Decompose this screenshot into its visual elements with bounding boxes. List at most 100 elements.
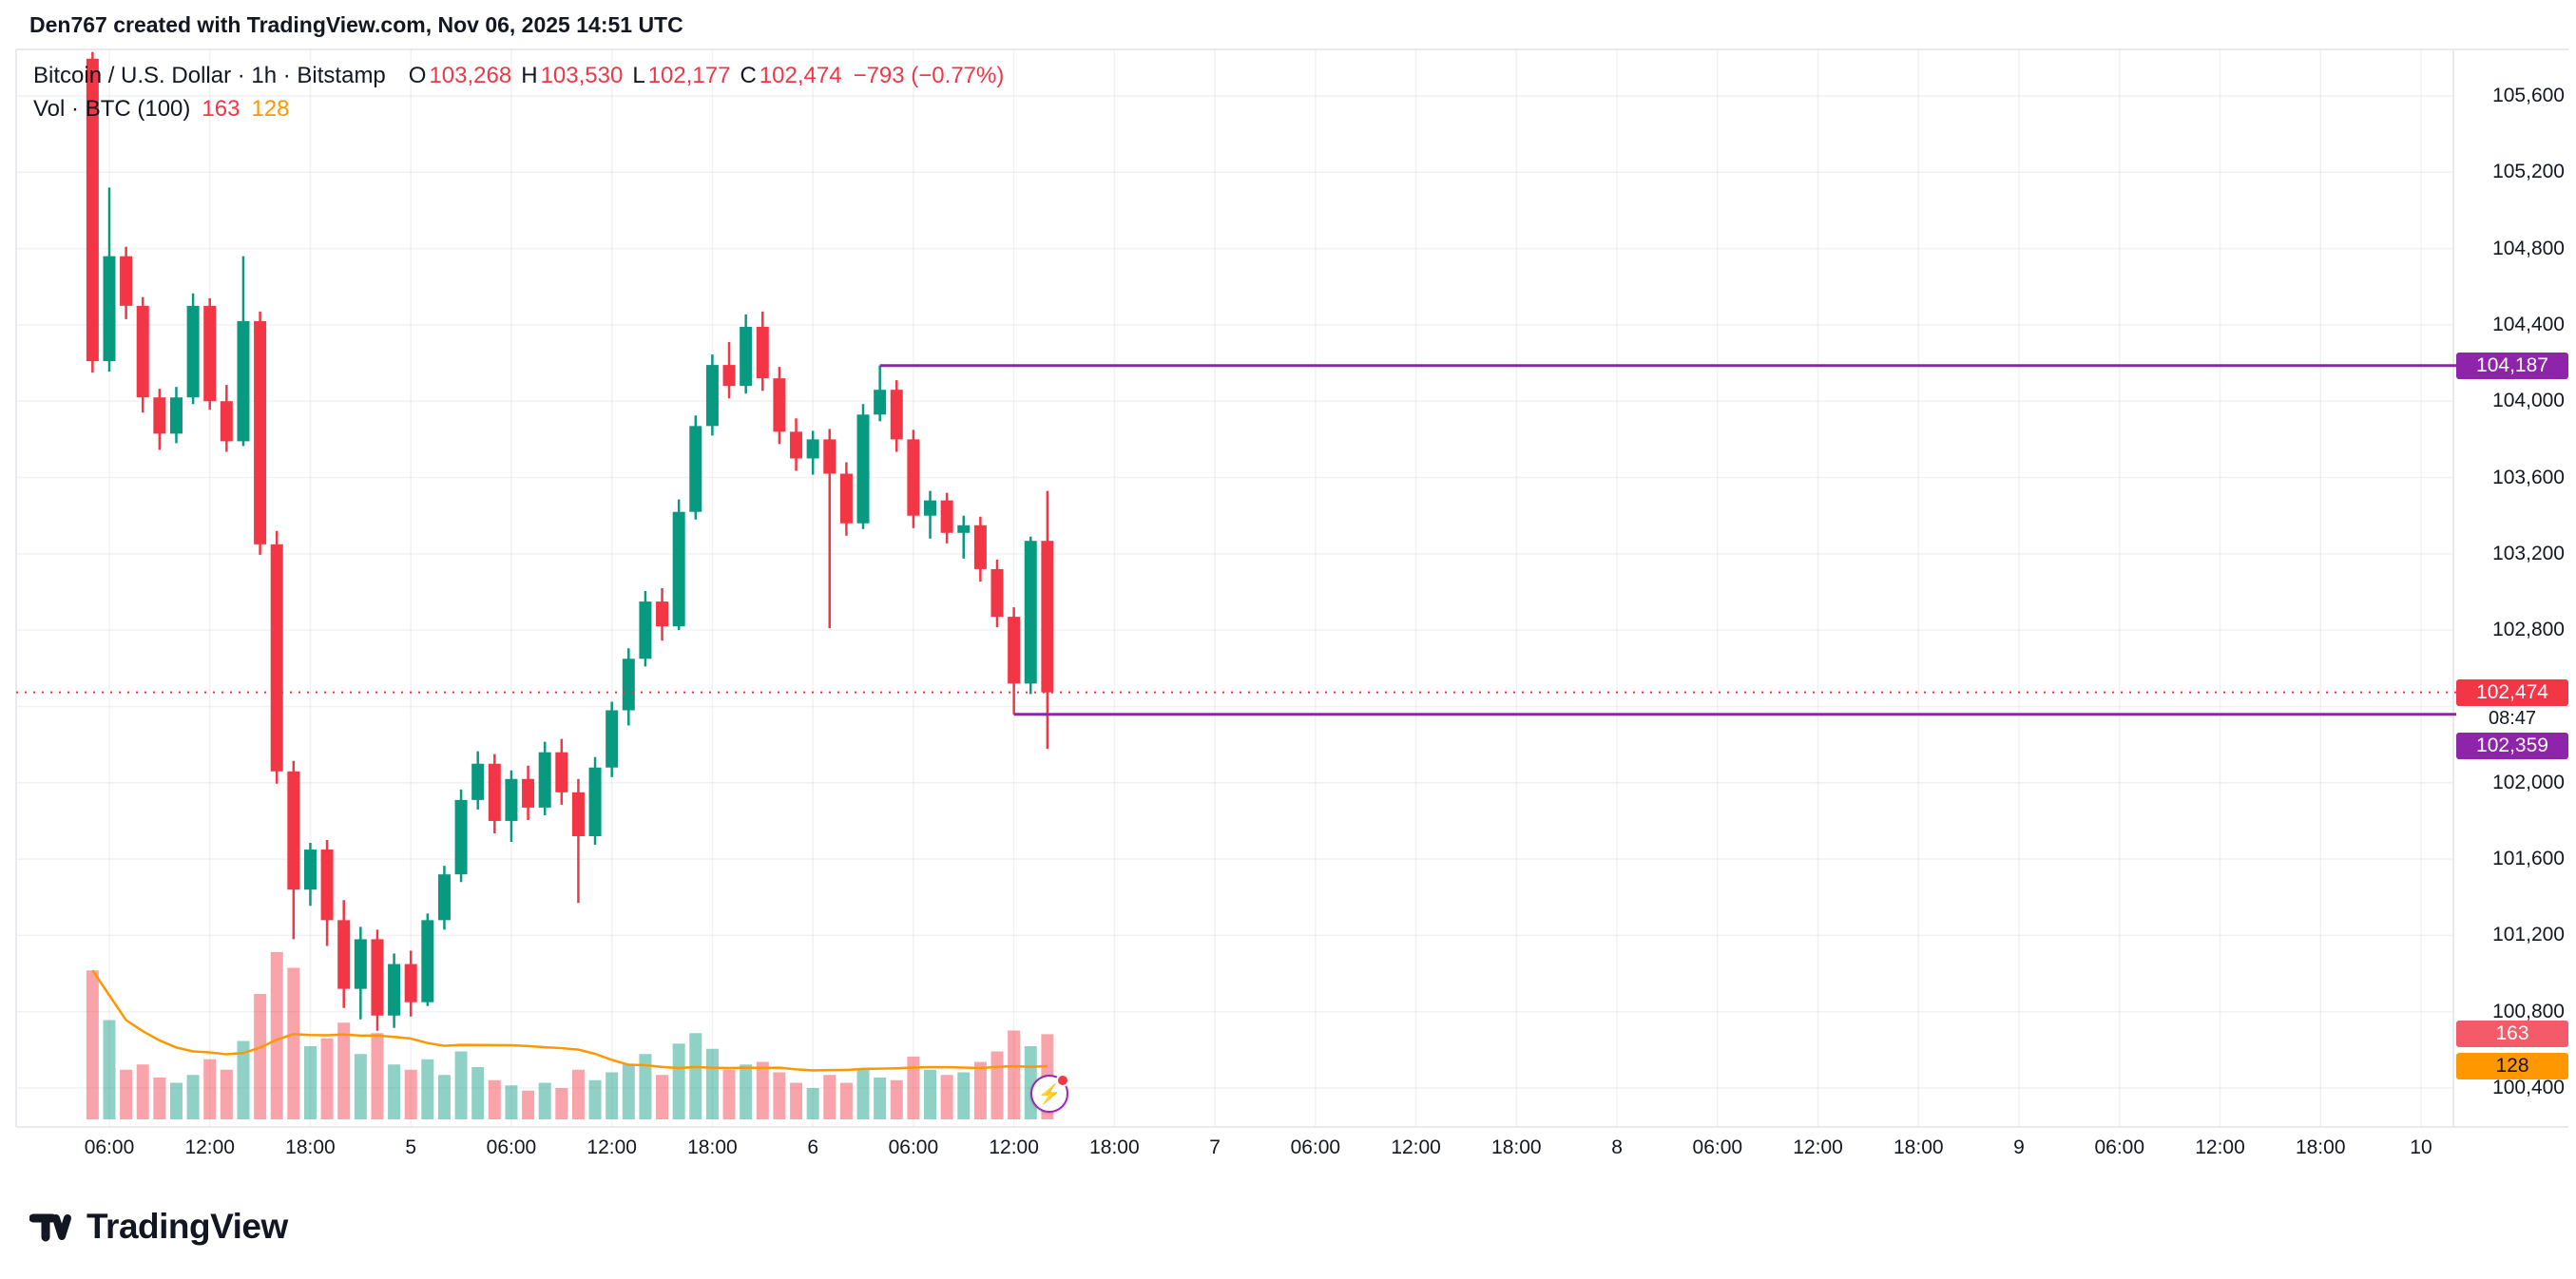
candle: [1024, 541, 1037, 684]
candle: [120, 256, 133, 306]
event-marker-icon[interactable]: ⚡: [1030, 1074, 1069, 1113]
high-value: 103,530: [540, 62, 624, 88]
time-tick: 12:00: [2195, 1136, 2245, 1158]
time-tick: 06:00: [2094, 1136, 2145, 1158]
time-tick: 12:00: [1391, 1136, 1441, 1158]
lightning-icon: ⚡: [1037, 1083, 1062, 1105]
candle: [303, 849, 317, 890]
volume-bar: [606, 1072, 619, 1119]
volume-bar: [940, 1075, 953, 1119]
legend: Bitcoin / U.S. Dollar · 1h · Bitstamp O …: [33, 59, 1004, 125]
time-tick: 06:00: [84, 1136, 135, 1158]
volume-ma-line: [91, 969, 1048, 1072]
legend-symbol-row: Bitcoin / U.S. Dollar · 1h · Bitstamp O …: [33, 59, 1004, 92]
candle: [890, 390, 903, 440]
time-tick: 18:00: [687, 1136, 738, 1158]
volume-indicator-label[interactable]: Vol · BTC (100): [33, 95, 191, 122]
attribution-text: Den767 created with TradingView.com, Nov…: [29, 12, 683, 37]
time-tick: 6: [807, 1136, 818, 1158]
brand-name[interactable]: TradingView: [87, 1207, 288, 1246]
volume-bar: [639, 1054, 652, 1119]
candle: [907, 439, 920, 516]
high-label: H: [521, 62, 538, 88]
time-tick: 12:00: [989, 1136, 1039, 1158]
price-tick: 104,400: [2492, 313, 2565, 335]
candle: [990, 568, 1004, 618]
price-tick: 103,200: [2492, 542, 2565, 564]
candle: [522, 778, 535, 808]
volume-bar: [287, 967, 300, 1119]
volume-bar: [957, 1072, 971, 1119]
volume-ma-value: 128: [251, 95, 290, 122]
volume-bar: [120, 1069, 133, 1119]
symbol-title[interactable]: Bitcoin / U.S. Dollar · 1h · Bitstamp: [33, 62, 386, 88]
volume-bar: [689, 1033, 702, 1119]
candle: [773, 378, 786, 432]
time-tick: 18:00: [1894, 1136, 1944, 1158]
tradingview-logo[interactable]: [29, 1208, 73, 1246]
volume-bar: [320, 1038, 334, 1119]
open-value: 103,268: [429, 62, 512, 88]
volume-bar: [522, 1090, 535, 1119]
low-label: L: [632, 62, 645, 88]
candle: [973, 525, 987, 569]
candle: [874, 390, 887, 415]
close-value: 102,474: [759, 62, 842, 88]
price-axis[interactable]: [2453, 49, 2576, 1127]
price-tick: 101,600: [2492, 848, 2565, 870]
candle: [756, 326, 769, 379]
time-tick: 10: [2410, 1136, 2432, 1158]
price-tick: 105,200: [2492, 161, 2565, 183]
volume-bar: [220, 1069, 233, 1119]
candle: [237, 320, 250, 442]
price-label-level-high[interactable]: 104,187: [2456, 352, 2568, 379]
volume-bar: [454, 1051, 468, 1119]
volume-bar: [103, 1020, 116, 1119]
candle: [186, 305, 200, 398]
volume-bar: [471, 1067, 485, 1119]
open-label: O: [408, 62, 427, 88]
volume-bar: [270, 952, 283, 1119]
volume-bar: [437, 1075, 451, 1119]
candle: [1041, 541, 1054, 693]
volume-bar: [337, 1022, 351, 1119]
candle: [806, 439, 819, 459]
candle: [454, 799, 468, 875]
change-value: −793 (−0.77%): [853, 62, 1005, 88]
time-tick: 9: [2013, 1136, 2025, 1158]
volume-bar: [186, 1075, 200, 1119]
price-tick: 100,800: [2492, 1000, 2565, 1022]
volume-bar: [136, 1064, 149, 1119]
candle: [169, 397, 183, 434]
candle: [203, 305, 217, 402]
candle: [270, 544, 283, 772]
volume-bar: [371, 1033, 384, 1119]
time-tick: 18:00: [1089, 1136, 1140, 1158]
candle: [790, 431, 803, 459]
candle: [924, 500, 937, 516]
volume-bar: [303, 1046, 317, 1119]
volume-bar: [722, 1069, 736, 1119]
candle: [588, 767, 602, 837]
candle: [103, 256, 116, 362]
volume-bar: [388, 1064, 401, 1119]
candle: [220, 401, 233, 442]
candle: [957, 525, 971, 533]
candle: [689, 426, 702, 512]
price-tick: 100,400: [2492, 1077, 2565, 1099]
price-label-level-low[interactable]: 102,359: [2456, 732, 2568, 759]
volume-bar: [773, 1072, 786, 1119]
volume-bar: [806, 1088, 819, 1119]
candle: [471, 763, 485, 800]
volume-bar: [890, 1079, 903, 1119]
time-tick: 12:00: [1793, 1136, 1843, 1158]
volume-bar: [705, 1048, 719, 1119]
time-axis[interactable]: [16, 1127, 2568, 1171]
time-tick: 8: [1611, 1136, 1623, 1158]
close-label: C: [740, 62, 757, 88]
candle: [437, 874, 451, 921]
candle: [606, 710, 619, 768]
low-value: 102,177: [647, 62, 731, 88]
